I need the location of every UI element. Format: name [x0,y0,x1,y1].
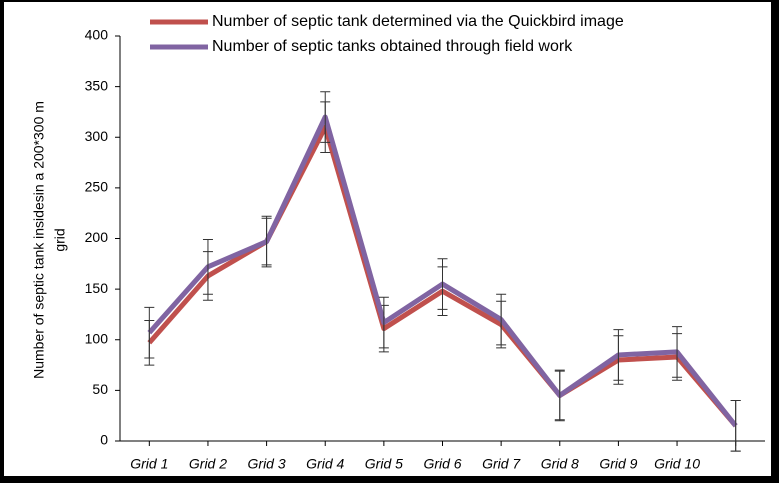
x-tick-label: Grid 5 [365,456,403,472]
error-bar [672,326,683,378]
error-bar [144,306,155,359]
error-bar [261,215,272,268]
error-bar [730,400,741,452]
y-tick-label: 50 [92,381,108,397]
y-axis-title-line: grid [52,228,68,251]
error-bar [554,369,565,422]
legend-label: Number of septic tanks obtained through … [212,38,573,55]
y-tick-label: 400 [85,27,109,43]
x-tick-label: Grid 8 [541,456,579,472]
x-tick-label: Grid 7 [482,456,521,472]
y-axis-title: Number of septic tank insidesin a 200*30… [31,101,68,379]
x-tick-label: Grid 1 [130,456,168,472]
error-bar [437,258,448,310]
x-tick-label: Grid 4 [306,456,344,472]
x-tick-label: Grid 9 [599,456,637,472]
error-bar [378,296,389,349]
error-bar [496,293,507,346]
error-bar [613,329,624,381]
y-tick-label: 100 [85,330,109,346]
legend-label: Number of septic tank determined via the… [212,13,624,30]
x-tick-label: Grid 3 [248,456,286,472]
y-tick-label: 300 [85,128,109,144]
background [4,2,771,476]
y-tick-label: 200 [85,229,109,245]
y-tick-label: 0 [100,432,108,448]
y-tick-label: 250 [85,179,109,195]
x-tick-label: Grid 6 [423,456,461,472]
x-tick-label: Grid 10 [654,456,700,472]
error-bar [202,239,213,295]
y-tick-label: 150 [85,280,109,296]
y-axis-title-line: Number of septic tank insidesin a 200*30… [31,101,47,379]
x-tick-label: Grid 2 [189,456,227,472]
y-tick-label: 350 [85,77,109,93]
error-bar [320,91,331,143]
